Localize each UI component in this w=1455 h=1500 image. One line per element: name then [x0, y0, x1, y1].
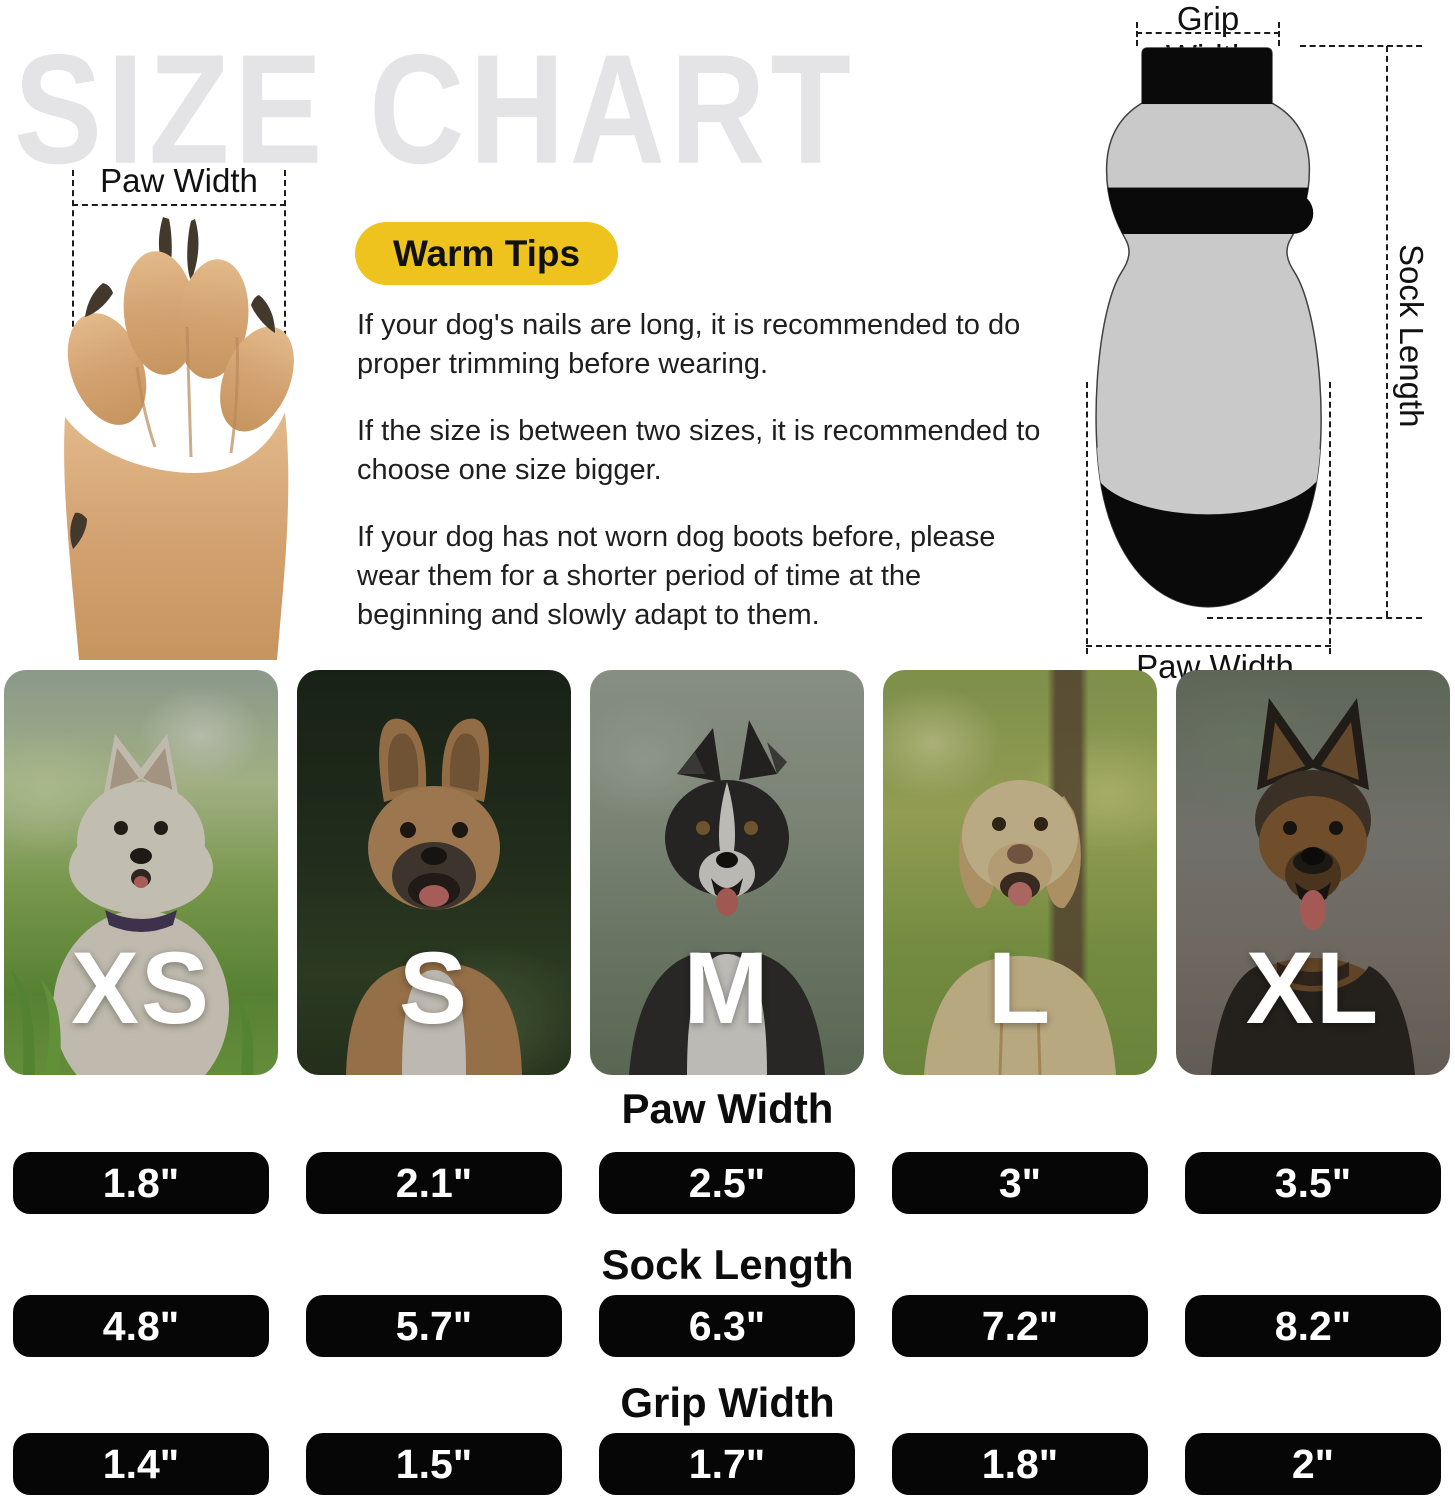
warm-tips-badge: Warm Tips: [355, 222, 619, 285]
photo-dark-overlay: [883, 670, 1157, 1075]
dog-photo-xs: XS: [4, 670, 278, 1075]
table-heading-grip-width: Grip Width: [620, 1379, 835, 1426]
dog-size-card-row: XS: [0, 670, 1455, 1075]
value-pill-sock-length-xs: 4.8": [13, 1295, 269, 1357]
table-row-paw-width: 1.8" 2.1" 2.5" 3" 3.5": [0, 1152, 1455, 1214]
dashed-line-sockpaw-left: [1086, 382, 1088, 654]
value-pill-paw-width-s: 2.1": [306, 1152, 562, 1214]
dog-paw-illustration: [64, 217, 294, 660]
value-pill-paw-width-xs: 1.8": [13, 1152, 269, 1214]
value-pill-sock-length-s: 5.7": [306, 1295, 562, 1357]
value-pill-paw-width-m: 2.5": [599, 1152, 855, 1214]
size-label-s: S: [398, 931, 470, 1045]
dog-photo-m: M: [590, 670, 864, 1075]
tip-paragraph: If your dog's nails are long, it is reco…: [357, 309, 1021, 380]
dog-paw-photo: [45, 207, 345, 660]
table-row-sock-length: 4.8" 5.7" 6.3" 7.2" 8.2": [0, 1295, 1455, 1357]
value-pill-grip-width-m: 1.7": [599, 1433, 855, 1495]
warm-tips-text: If your dog's nails are long, it is reco…: [357, 306, 1052, 663]
dashed-line-sockpaw-right: [1329, 382, 1331, 654]
value-pill-grip-width-s: 1.5": [306, 1433, 562, 1495]
border-collie-illustration: [590, 670, 864, 1075]
size-label-m: M: [683, 931, 771, 1045]
westie-dog-illustration: [4, 670, 278, 1075]
dashed-line-paw-right: [284, 170, 286, 377]
dashed-line-paw-top: [72, 204, 286, 206]
size-label-l: L: [987, 931, 1053, 1045]
photo-dark-overlay: [297, 670, 571, 1075]
paw-width-measure-label: Paw Width: [100, 162, 258, 199]
labrador-illustration: [883, 670, 1157, 1075]
table-row-grip-width: 1.4" 1.5" 1.7" 1.8" 2": [0, 1433, 1455, 1495]
photo-dark-overlay: [4, 670, 278, 1075]
dashed-line-grip-top: [1136, 32, 1280, 34]
value-pill-grip-width-xl: 2": [1185, 1433, 1441, 1495]
dog-photo-l: L: [883, 670, 1157, 1075]
table-heading-paw-width: Paw Width: [621, 1085, 834, 1132]
value-pill-paw-width-xl: 3.5": [1185, 1152, 1441, 1214]
value-pill-sock-length-l: 7.2": [892, 1295, 1148, 1357]
dashed-line-sock-length: [1386, 46, 1388, 617]
dashed-line-sockpaw-top: [1086, 645, 1331, 647]
table-heading-sock-length: Sock Length: [601, 1241, 854, 1288]
page-title: SIZE CHART: [14, 22, 856, 196]
photo-dark-overlay: [1176, 670, 1450, 1075]
value-pill-sock-length-m: 6.3": [599, 1295, 855, 1357]
value-pill-grip-width-xs: 1.4": [13, 1433, 269, 1495]
dog-photo-s: S: [297, 670, 571, 1075]
value-pill-sock-length-xl: 8.2": [1185, 1295, 1441, 1357]
size-label-xs: XS: [70, 931, 212, 1045]
sock-length-measure-label: Sock Length: [1393, 244, 1430, 428]
dashed-line-sock-top: [1300, 45, 1422, 47]
dashed-line-grip-left: [1136, 22, 1138, 46]
dashed-line-paw-left: [72, 170, 74, 377]
french-bulldog-illustration: [297, 670, 571, 1075]
value-pill-paw-width-l: 3": [892, 1152, 1148, 1214]
dog-sock-illustration: [1085, 44, 1331, 624]
photo-dark-overlay: [590, 670, 864, 1075]
dog-photo-xl: XL: [1176, 670, 1450, 1075]
tip-paragraph: If the size is between two sizes, it is …: [357, 415, 1041, 486]
tip-paragraph: If your dog has not worn dog boots befor…: [357, 521, 996, 631]
german-shepherd-illustration: [1176, 670, 1450, 1075]
value-pill-grip-width-l: 1.8": [892, 1433, 1148, 1495]
dashed-line-sock-bottom: [1207, 617, 1422, 619]
size-label-xl: XL: [1245, 931, 1381, 1045]
dashed-line-grip-right: [1278, 22, 1280, 46]
